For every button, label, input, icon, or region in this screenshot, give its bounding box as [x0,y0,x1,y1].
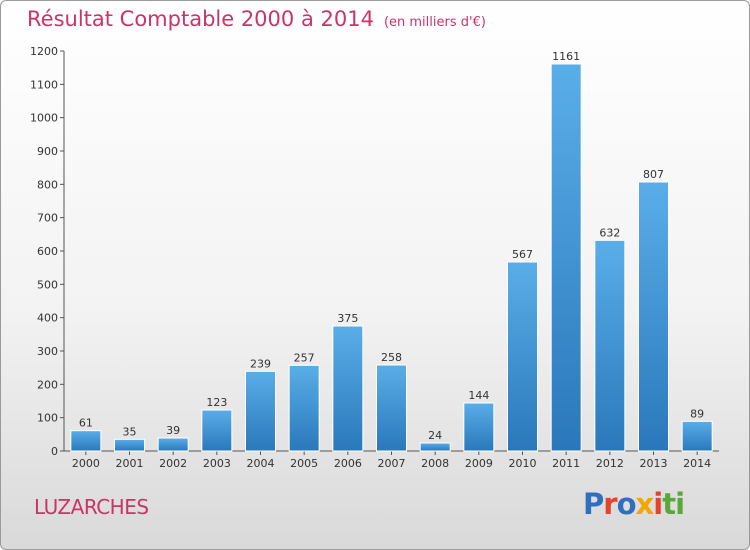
y-tick-label: 1200 [30,45,58,58]
data-label: 807 [643,168,664,181]
data-label: 567 [512,248,533,261]
x-tick-label: 2013 [640,457,668,470]
x-tick-label: 2006 [334,457,362,470]
bar-2000 [70,430,102,452]
data-label: 1161 [552,50,580,63]
chart-bars: 61 35 39 123 239 257 375 258 24 144 567 1161 632 807 8… [70,50,713,452]
bar-2003 [201,409,233,452]
data-label: 123 [206,396,227,409]
y-tick-label: 700 [37,212,58,225]
x-tick-label: 2000 [72,457,100,470]
bar-2010 [507,261,538,452]
bar-2006 [332,325,364,452]
chart-title: Résultat Comptable 2000 à 2014 (en millie… [27,7,486,31]
y-tick-label: 0 [51,445,58,458]
y-tick-label: 300 [37,345,58,358]
bar-2013 [638,181,669,452]
x-tick-label: 2008 [421,457,449,470]
data-label: 35 [123,425,137,438]
bar-2014 [681,420,713,452]
data-label: 89 [690,407,704,420]
logo-letter: i [653,487,663,521]
x-tick-label: 2005 [290,457,318,470]
data-label: 144 [468,389,489,402]
logo-letter: P [583,487,604,521]
bar-2008 [419,442,451,452]
logo-letter: o [616,487,637,521]
bar-2012 [594,239,626,452]
x-tick-label: 2014 [683,457,711,470]
x-tick-label: 2012 [596,457,624,470]
data-label: 239 [250,357,271,370]
y-tick-label: 500 [37,278,58,291]
chart-subtitle: (en milliers d'€) [383,15,486,30]
data-label: 24 [428,429,442,442]
x-tick-label: 2007 [378,457,406,470]
chart-title-text: Résultat Comptable 2000 à 2014 [27,7,374,31]
x-tick-label: 2002 [159,457,187,470]
logo-letter: r [603,487,617,521]
bar-2002 [157,437,189,452]
bar-2009 [463,402,495,452]
logo-letter: i [675,487,685,521]
y-tick-label: 800 [37,178,58,191]
x-tick-label: 2010 [509,457,537,470]
bar-2001 [114,438,145,452]
logo-letter: x [635,487,655,521]
x-tick-label: 2001 [116,457,144,470]
y-tick-label: 100 [37,412,58,425]
y-tick-label: 200 [37,378,58,391]
y-tick-label: 400 [37,312,58,325]
y-tick-label: 1100 [30,78,58,91]
bar-2005 [288,364,320,452]
data-label: 257 [294,351,315,364]
bar-2011 [550,63,582,452]
logo-letter: t [662,487,676,521]
proxiti-logo[interactable]: Proxiti [583,487,685,521]
y-tick-label: 1000 [30,112,58,125]
data-label: 632 [599,226,620,239]
chart-axes: 0 100 200 300 400 500 600 700 800 900 1000 1100 1200… [30,45,719,470]
x-tick-label: 2009 [465,457,493,470]
x-tick-label: 2011 [552,457,580,470]
data-label: 375 [337,312,358,325]
y-tick-label: 900 [37,145,58,158]
data-label: 61 [79,417,93,430]
data-label: 39 [166,424,180,437]
bar-2004 [245,370,276,452]
x-tick-label: 2004 [247,457,275,470]
y-tick-label: 600 [37,245,58,258]
city-name: LUZARCHES [34,495,149,519]
bar-2007 [376,364,407,452]
x-tick-label: 2003 [203,457,231,470]
data-label: 258 [381,351,402,364]
